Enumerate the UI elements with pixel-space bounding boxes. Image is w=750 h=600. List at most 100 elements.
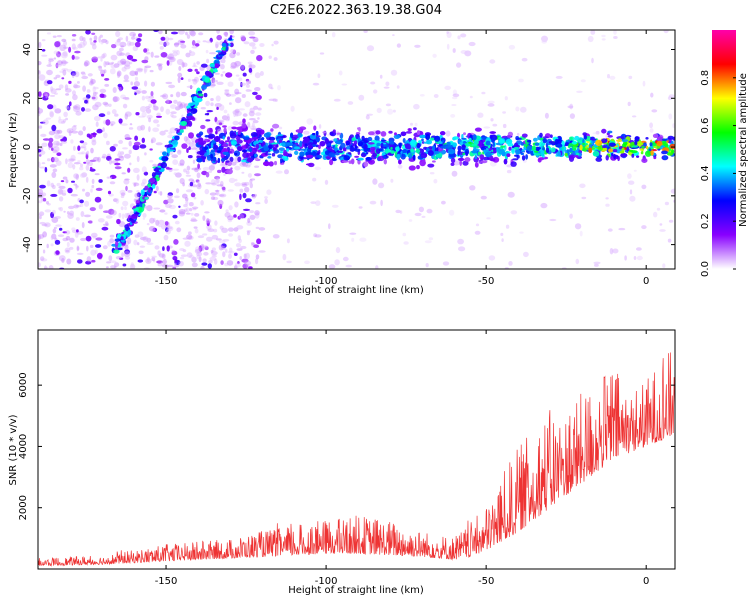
heatmap-cell [285, 148, 290, 152]
heatmap-cell [118, 85, 124, 91]
heatmap-cell [452, 142, 457, 147]
heatmap-cell [79, 35, 84, 42]
heatmap-cell [234, 110, 242, 117]
heatmap-cell [157, 63, 163, 66]
heatmap-cell [372, 152, 378, 158]
heatmap-cell [290, 105, 295, 112]
heatmap-cell [40, 121, 46, 124]
heatmap-cell [65, 93, 70, 96]
heatmap-cell [166, 198, 174, 204]
heatmap-cell [542, 147, 545, 151]
heatmap-cell [650, 150, 654, 156]
heatmap-cell [42, 197, 47, 202]
heatmap-cell [577, 139, 581, 143]
heatmap-cell [86, 133, 91, 138]
heatmap-cell [84, 99, 88, 104]
heatmap-cell [419, 94, 425, 97]
heatmap-cell [241, 159, 247, 163]
heatmap-cell [134, 193, 140, 198]
heatmap-cell [254, 87, 261, 92]
heatmap-cell [235, 243, 242, 248]
heatmap-cell [77, 43, 83, 49]
heatmap-cell [70, 139, 74, 144]
heatmap-cell [256, 129, 262, 135]
x-tick-label: -100 [315, 276, 338, 287]
heatmap-cell [550, 147, 556, 153]
y-tick-label: 4000 [18, 434, 29, 459]
heatmap-cell [574, 223, 582, 230]
heatmap-cell [250, 178, 256, 181]
heatmap-cell [153, 190, 157, 194]
heatmap-cell [388, 140, 395, 145]
heatmap-cell [210, 249, 214, 253]
heatmap-cell [363, 30, 368, 33]
heatmap-cell [628, 75, 633, 80]
heatmap-cell [71, 180, 75, 183]
heatmap-cell [118, 47, 124, 52]
heatmap-cell [128, 140, 132, 147]
heatmap-cell [210, 63, 215, 68]
heatmap-cell [203, 92, 208, 98]
heatmap-cell [244, 101, 251, 108]
heatmap-cell [91, 32, 96, 35]
heatmap-cell [668, 94, 675, 98]
heatmap-cell [489, 158, 496, 162]
heatmap-cell [104, 83, 110, 87]
heatmap-cell [632, 115, 637, 118]
heatmap-cell [133, 182, 137, 187]
heatmap-cell [121, 123, 128, 126]
heatmap-cell [116, 218, 121, 225]
heatmap-cell [312, 140, 318, 145]
heatmap-cell [205, 40, 212, 44]
heatmap-cell [317, 73, 321, 79]
heatmap-cell [124, 137, 132, 140]
heatmap-cell [171, 140, 179, 146]
heatmap-cell [103, 210, 110, 213]
heatmap-cell [202, 166, 210, 171]
heatmap-cell [40, 133, 47, 137]
heatmap-cell [196, 40, 201, 44]
heatmap-cell [69, 210, 74, 216]
heatmap-cell [216, 184, 224, 187]
heatmap-cell [268, 98, 276, 102]
heatmap-cell [463, 132, 466, 136]
heatmap-cell [200, 200, 204, 206]
heatmap-cell [124, 212, 129, 219]
heatmap-cell [129, 162, 132, 166]
heatmap-cell [38, 234, 42, 241]
heatmap-cell [192, 78, 198, 85]
heatmap-cell [670, 188, 675, 194]
heatmap-cell [150, 139, 154, 144]
heatmap-cell [94, 196, 102, 203]
heatmap-cell [507, 191, 515, 198]
heatmap-cell [122, 263, 127, 267]
heatmap-cell [429, 172, 435, 175]
heatmap-cell [73, 162, 81, 165]
heatmap-cell [188, 146, 191, 150]
heatmap-cell [211, 247, 216, 252]
heatmap-cell [39, 221, 46, 225]
heatmap-cell [47, 203, 51, 206]
heatmap-cell [38, 91, 42, 97]
heatmap-cell [649, 142, 653, 147]
heatmap-cell [413, 103, 420, 110]
heatmap-cell [474, 127, 482, 132]
heatmap-cell [410, 148, 415, 153]
heatmap-cell [54, 108, 62, 114]
heatmap-cell [342, 256, 349, 262]
heatmap-cell [482, 156, 490, 161]
heatmap-cell [71, 38, 76, 42]
heatmap-cell [645, 150, 652, 157]
heatmap-cell [239, 193, 242, 200]
heatmap-cell [120, 58, 127, 65]
heatmap-cell [216, 81, 224, 86]
heatmap-cell [209, 37, 213, 43]
heatmap-cell [241, 258, 249, 263]
heatmap-cell [521, 57, 528, 62]
heatmap-cell [75, 174, 79, 180]
heatmap-cell [488, 255, 496, 261]
heatmap-cell [556, 151, 561, 157]
heatmap-cell [191, 40, 196, 46]
heatmap-cell [191, 167, 198, 171]
heatmap-cell [124, 249, 130, 255]
